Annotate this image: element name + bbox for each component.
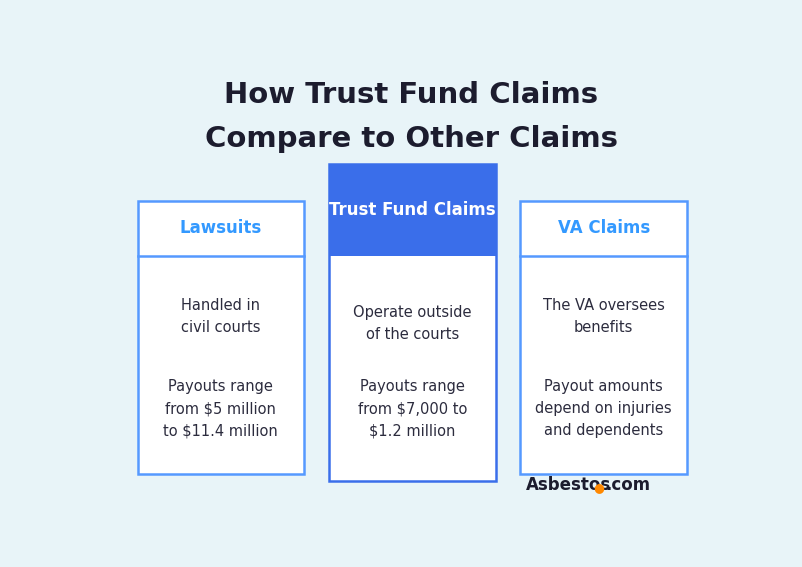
Text: Payouts range
from $5 million
to $11.4 million: Payouts range from $5 million to $11.4 m… [164, 379, 278, 438]
Text: The VA oversees
benefits: The VA oversees benefits [543, 298, 665, 336]
Bar [329, 256, 496, 481]
Text: Compare to Other Claims: Compare to Other Claims [205, 125, 618, 153]
Bar [329, 164, 496, 481]
Text: .com: .com [605, 476, 650, 494]
Text: Lawsuits: Lawsuits [180, 219, 262, 238]
Bar [138, 201, 304, 474]
Text: Payout amounts
depend on injuries
and dependents: Payout amounts depend on injuries and de… [536, 379, 672, 438]
Text: ●: ● [593, 481, 604, 494]
Text: How Trust Fund Claims: How Trust Fund Claims [224, 81, 598, 109]
Text: Payouts range
from $7,000 to
$1.2 million: Payouts range from $7,000 to $1.2 millio… [358, 379, 467, 438]
Bar [138, 201, 304, 474]
Bar [520, 201, 687, 474]
Text: Handled in
civil courts: Handled in civil courts [181, 298, 261, 336]
Text: VA Claims: VA Claims [557, 219, 650, 238]
Text: Operate outside
of the courts: Operate outside of the courts [353, 304, 472, 342]
Text: Asbestos: Asbestos [526, 476, 611, 494]
Bar [520, 201, 687, 474]
Bar [329, 164, 496, 256]
Text: Trust Fund Claims: Trust Fund Claims [329, 201, 496, 219]
